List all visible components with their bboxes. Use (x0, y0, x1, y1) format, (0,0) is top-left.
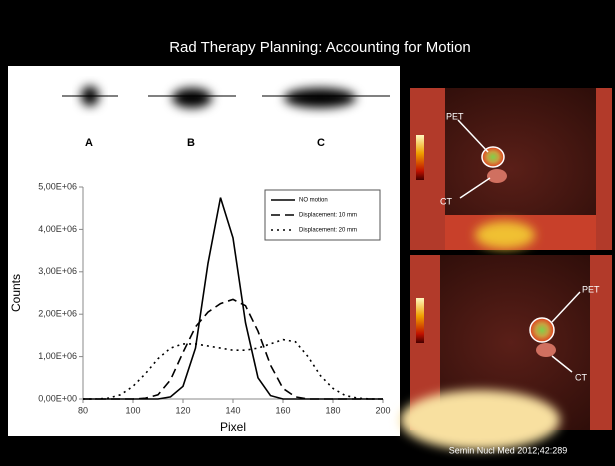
x-tick-label: 160 (275, 405, 290, 415)
image-label: CT (440, 196, 452, 206)
legend-label: Displacement: 10 mm (299, 213, 357, 219)
x-tick-label: 100 (125, 405, 140, 415)
slide: Rad Therapy Planning: Accounting for Mot… (0, 0, 615, 466)
x-tick-label: 200 (375, 405, 390, 415)
legend-label: Displacement: 20 mm (299, 228, 357, 234)
y-tick-label: 4,00E+06 (38, 224, 77, 234)
x-tick-label: 140 (225, 405, 240, 415)
y-tick-label: 0,00E+00 (38, 393, 77, 403)
y-tick-label: 5,00E+06 (38, 181, 77, 191)
blob-label: B (187, 137, 195, 149)
x-tick-label: 120 (175, 405, 190, 415)
image-label: PET (582, 284, 600, 294)
y-axis-label: Counts (9, 274, 23, 312)
y-tick-label: 1,00E+06 (38, 351, 77, 361)
pet-ct-bottom (400, 255, 612, 450)
x-tick-label: 180 (325, 405, 340, 415)
citation: Semin Nucl Med 2012;42:289 (449, 445, 568, 455)
image-label: CT (575, 372, 587, 382)
slide-title: Rad Therapy Planning: Accounting for Mot… (169, 39, 471, 56)
y-tick-label: 3,00E+06 (38, 266, 77, 276)
blob-label: C (317, 137, 325, 149)
image-label: PET (446, 111, 464, 121)
y-tick-label: 2,00E+06 (38, 309, 77, 319)
legend-label: NO motion (299, 198, 328, 204)
blob-label: A (85, 137, 93, 149)
chart-panel (8, 66, 400, 436)
x-axis-label: Pixel (220, 420, 246, 434)
x-tick-label: 80 (78, 405, 88, 415)
pet-ct-top (410, 88, 612, 250)
